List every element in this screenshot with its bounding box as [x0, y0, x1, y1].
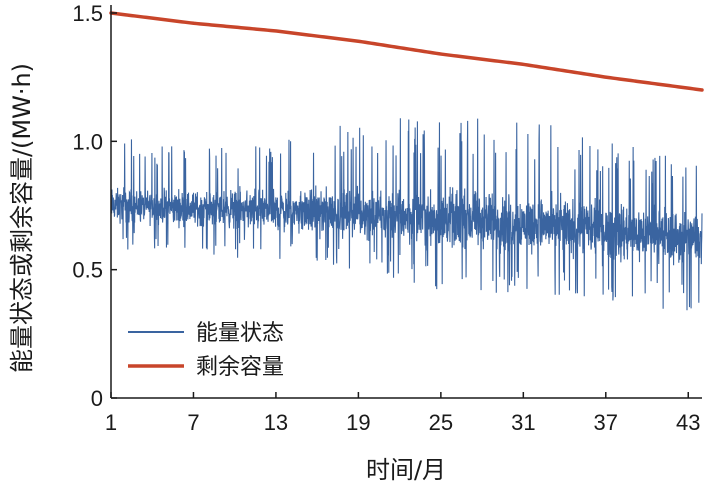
legend: 能量状态 剩余容量 — [128, 321, 284, 380]
legend-label-energy-state: 能量状态 — [196, 321, 284, 346]
x-tick-label: 7 — [187, 410, 199, 435]
series-remaining-capacity-line — [109, 11, 704, 92]
plot-area — [109, 11, 704, 311]
x-axis-title: 时间/月 — [366, 456, 446, 484]
x-tick-label: 19 — [346, 410, 370, 435]
x-tick-label: 37 — [594, 410, 618, 435]
series-energy-state-line — [110, 118, 703, 311]
y-tick-label: 1.5 — [72, 1, 103, 26]
x-tick-label: 31 — [511, 410, 535, 435]
x-tick-label: 43 — [676, 410, 700, 435]
legend-label-remaining-capacity: 剩余容量 — [196, 355, 284, 380]
y-tick-label: 1.0 — [72, 129, 103, 154]
y-axis-title: 能量状态或剩余容量/(MW·h) — [8, 63, 36, 373]
x-tick-label: 25 — [429, 410, 453, 435]
y-tick-label: 0 — [91, 386, 103, 411]
ticks: 1 7 13 19 25 31 37 43 0 0.5 1.0 1.5 — [72, 1, 700, 435]
x-tick-label: 13 — [264, 410, 288, 435]
axes — [110, 5, 702, 399]
y-tick-label: 0.5 — [72, 258, 103, 283]
x-tick-label: 1 — [105, 410, 117, 435]
